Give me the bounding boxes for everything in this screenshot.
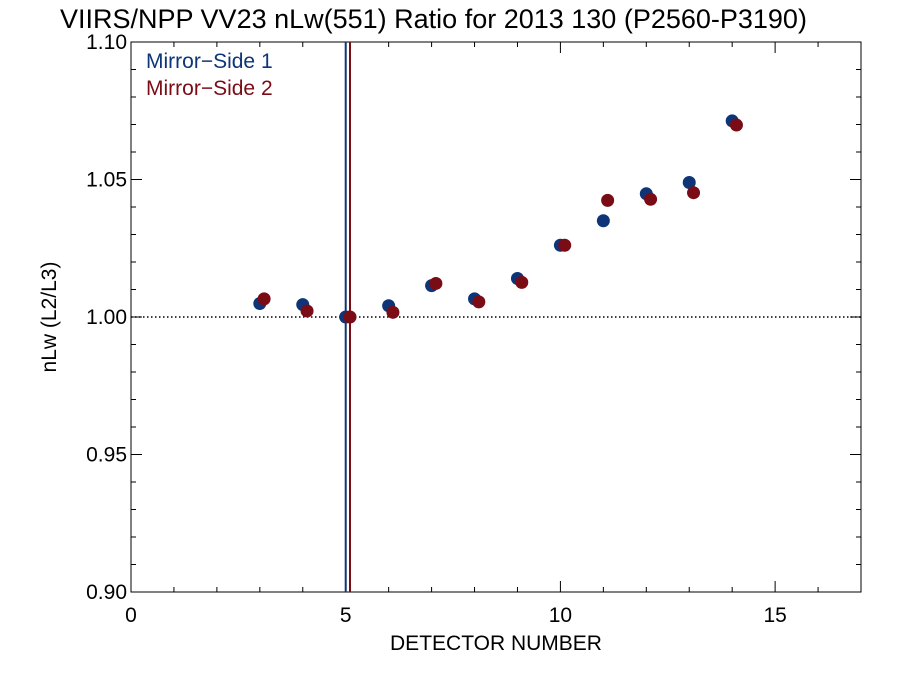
data-points [253,114,743,324]
x-tick-label: 5 [340,604,352,627]
series-2-point [558,238,572,252]
y-tick-label: 0.95 [86,444,127,467]
series-1-point [596,214,610,228]
x-tick-label: 15 [763,604,786,627]
series-2-point [515,275,529,289]
y-axis-label: nLw (L2/L3) [38,262,61,373]
legend-entry-2: Mirror−Side 2 [146,77,273,100]
series-2-point [343,310,357,324]
series-1-point [682,176,696,190]
y-tick-label: 0.90 [86,581,127,604]
tick-labels: 0 5 10 15 0.90 0.95 1.00 1.05 1.10 [86,31,787,627]
legend-entry-1: Mirror−Side 1 [146,50,273,73]
x-tick-label: 0 [125,604,137,627]
series-2-point [644,192,658,206]
x-tick-label: 10 [549,604,572,627]
series-2-point [687,186,701,200]
series-2-point [729,118,743,132]
x-axis-label: DETECTOR NUMBER [390,632,602,655]
y-tick-label: 1.05 [86,169,127,192]
series-2-point [429,276,443,290]
series-2-point [601,193,615,207]
series-2-point [300,304,314,318]
legend: Mirror−Side 1 Mirror−Side 2 [146,50,273,100]
series-2-point [472,295,486,309]
series-2-point [257,292,271,306]
y-tick-label: 1.10 [86,31,127,54]
series-2-point [386,305,400,319]
y-tick-label: 1.00 [86,306,127,329]
chart-title: VIIRS/NPP VV23 nLw(551) Ratio for 2013 1… [60,4,807,34]
